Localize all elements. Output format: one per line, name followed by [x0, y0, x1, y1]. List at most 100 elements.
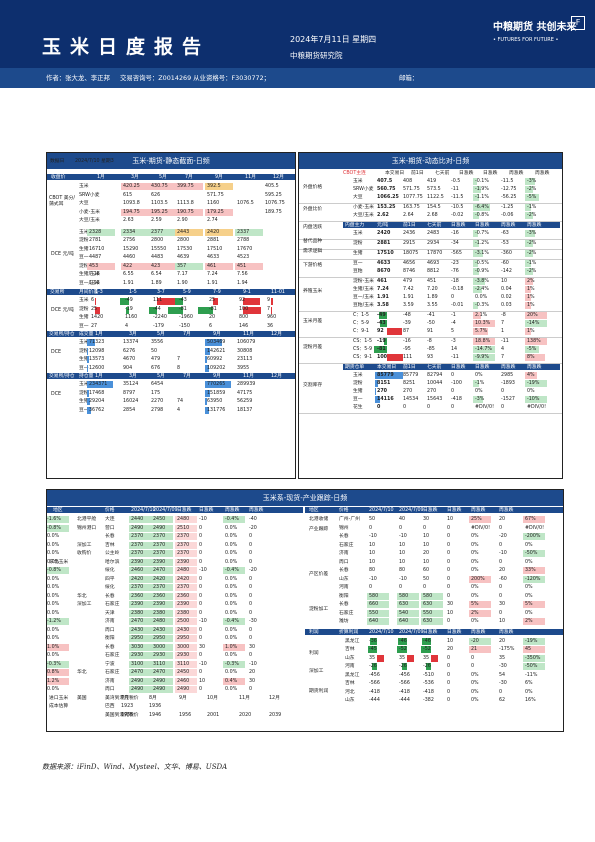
group-label: 养殖玉米	[303, 289, 323, 294]
spread-header: 11-01	[271, 290, 285, 295]
price-bg	[175, 609, 197, 617]
cell-value: -43	[377, 321, 386, 326]
pct-bg	[473, 240, 480, 247]
cell-value: -418	[399, 689, 410, 695]
cell-value: 54	[499, 672, 506, 678]
cell-value: 0	[447, 672, 451, 678]
cell-value: 2.1%	[475, 313, 488, 318]
cell-value: 35124	[123, 382, 139, 387]
cell-value: 630	[399, 602, 409, 607]
right-header: 地区	[309, 508, 319, 513]
price-bg	[421, 618, 443, 625]
cell-value: 2.62	[377, 213, 389, 218]
cell-value: 2390	[153, 559, 166, 565]
cell-value: 4	[501, 347, 505, 352]
cell-value: 100	[239, 306, 249, 312]
row-name: 济南	[339, 551, 349, 556]
volume-bar	[87, 356, 89, 363]
group-divider	[299, 203, 562, 204]
cell-value: -2%	[527, 213, 537, 218]
cell-value: 85779	[403, 373, 419, 378]
group-divider	[299, 413, 562, 414]
cell-value: 0	[451, 405, 455, 410]
group-label: 需求逻辑	[303, 249, 323, 254]
cell-value: 2420	[377, 231, 391, 236]
cell-value: 399.75	[177, 184, 194, 189]
volume-header: 交易所/持仓	[49, 332, 75, 337]
open-interest-bar	[205, 406, 210, 414]
cell-value: 16710	[89, 246, 105, 252]
spread-bar	[379, 312, 387, 319]
pct-bg	[525, 278, 533, 285]
cell-value: -10	[399, 576, 407, 582]
price-bg	[175, 618, 197, 625]
pct-bg	[473, 312, 482, 319]
cell-value: 日涨跌	[475, 223, 490, 228]
pct-bg	[473, 286, 482, 293]
cell-bg	[121, 228, 149, 236]
cell-value: 0	[249, 602, 253, 607]
cell-value: 50	[151, 348, 158, 354]
price-bg	[129, 677, 151, 685]
cell-value: 4693	[427, 261, 440, 266]
cell-value: 0	[447, 542, 451, 548]
cell-value: 0%	[471, 551, 479, 556]
cell-value: 74	[177, 399, 184, 404]
cell-value: 0	[199, 585, 203, 590]
cell-value: 3110	[177, 661, 190, 667]
right-header: 周涨跌	[471, 508, 486, 513]
cell-value: -0.8%	[47, 525, 61, 531]
row-name: 长春	[105, 593, 115, 599]
cell-value: 3030	[131, 644, 144, 650]
row-name: 济南	[105, 678, 115, 684]
row-name: 长春	[105, 534, 115, 539]
cell-value: 357	[177, 263, 187, 269]
pct-bg	[469, 646, 491, 653]
cell-value: -50%	[525, 664, 538, 669]
cell-value: 2380	[153, 610, 166, 616]
price-bg	[129, 584, 151, 591]
spread-bar	[120, 298, 129, 305]
cell-value: 10	[399, 559, 406, 565]
pct-bg	[473, 380, 479, 387]
cell-value: 5	[451, 329, 455, 334]
row-name: 周口	[105, 627, 115, 633]
spread-bar	[243, 306, 262, 314]
cell-value: 20	[249, 670, 256, 675]
price-bg	[129, 541, 151, 549]
cell-value: -200%	[525, 534, 541, 539]
cell-value: -0.06	[501, 213, 514, 218]
cell-value: 7.17	[177, 272, 188, 277]
row-name: 生猪/玉米	[79, 272, 100, 277]
price-bg	[129, 686, 151, 693]
cell-value: 2.59	[151, 218, 162, 223]
cell-value: 154.5	[427, 205, 441, 210]
group-divider	[299, 239, 562, 240]
row-name: 大豆/玉米	[79, 218, 100, 223]
cell-value: -10	[369, 576, 377, 582]
cell-value: -10%	[527, 397, 540, 402]
price-bg	[129, 643, 151, 651]
cell-value: 407.5	[377, 179, 393, 184]
cell-value: 0	[199, 525, 203, 531]
cell-value: 2490	[131, 687, 144, 692]
cell-value: 27	[91, 323, 98, 329]
cell-value: 25	[91, 306, 98, 312]
panel-title: 玉米-期货-静态截面-日频	[47, 153, 295, 169]
month-header: 12月	[273, 175, 284, 180]
cell-value: 0	[447, 619, 451, 624]
pct-bg	[47, 669, 69, 676]
cell-value: 1.94	[237, 280, 248, 286]
cell-value: 1160	[207, 201, 220, 206]
cell-value: -5%	[527, 347, 537, 352]
row-name: 豆一	[79, 407, 89, 413]
cell-value: -50	[427, 321, 435, 326]
cell-value: 2370	[177, 534, 190, 539]
cell-value: 0.0%	[47, 593, 60, 599]
cell-value: -418	[369, 689, 380, 695]
pct-bg	[525, 178, 535, 185]
group-label: 东北玉米	[49, 559, 69, 565]
cell-value: 日涨跌	[475, 365, 490, 370]
cell-value: 7.42	[403, 287, 414, 292]
open-interest-header: 交易所/持仓	[49, 374, 75, 379]
